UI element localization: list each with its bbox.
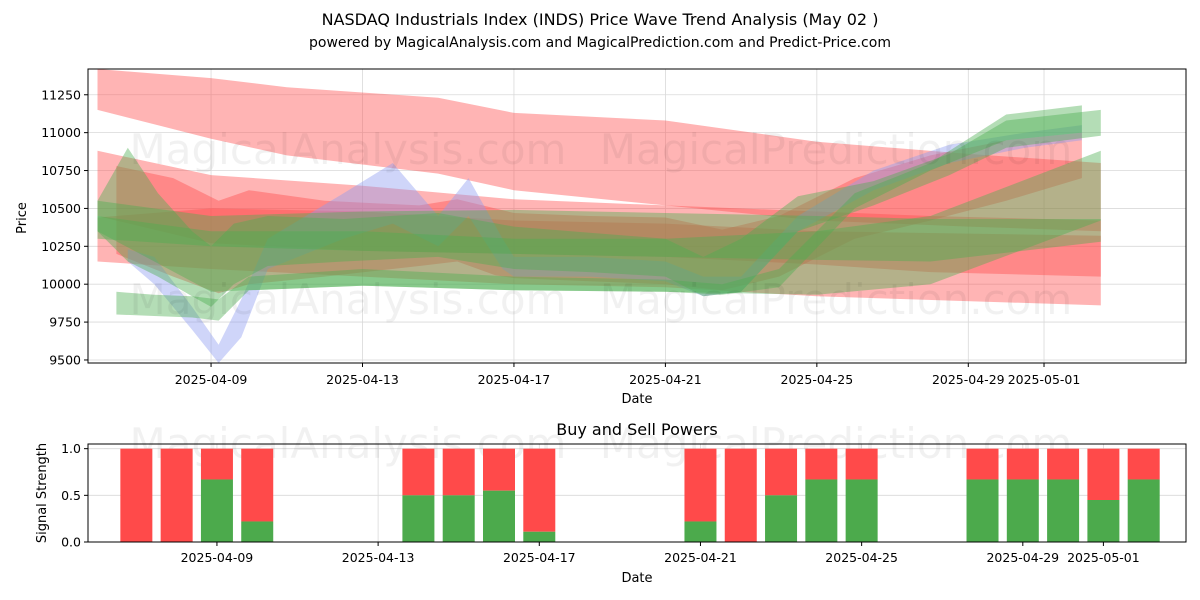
chart-title: NASDAQ Industrials Index (INDS) Price Wa… [322,10,879,29]
buy-power-bar [1047,479,1080,542]
sell-power-bar [200,448,233,480]
price-wave-band-5 [127,125,1082,363]
price-y-tick-label: 10250 [41,239,81,254]
price-y-tick-label: 11000 [41,125,81,140]
price-x-tick-label: 2025-04-17 [478,372,551,387]
watermark-4: MagicalPrediction.com [600,275,1073,324]
sell-power-bar [845,448,878,480]
power-x-tick-label: 2025-04-21 [664,550,737,565]
sell-power-bar [1047,448,1080,480]
price-wave-band-8 [97,200,1101,262]
sell-power-bar [1127,448,1160,480]
buy-power-bar [482,490,515,542]
price-wave-band-9 [116,105,1082,321]
price-wave-band-4 [116,132,1082,294]
buy-power-bar [442,495,475,542]
sell-power-bar [765,448,798,496]
sell-power-bar [966,448,999,480]
price-wave-band-3 [97,208,1101,306]
power-x-tick-label: 2025-05-01 [1067,550,1140,565]
price-x-tick-label: 2025-05-01 [1008,372,1081,387]
power-plot: Buy and Sell Powers MagicalAnalysis.com … [35,419,1187,586]
buy-power-bar [1127,479,1160,542]
buy-power-bar [402,495,435,542]
price-x-tick-label: 2025-04-21 [629,372,702,387]
watermark-1: MagicalAnalysis.com [130,125,567,174]
power-x-tick-label: 2025-04-29 [986,550,1059,565]
power-title: Buy and Sell Powers [556,420,718,439]
sell-power-bar [684,448,717,522]
buy-power-bar [241,521,274,542]
power-x-tick-label: 2025-04-13 [342,550,415,565]
sell-power-bar [1006,448,1039,480]
price-x-tick-label: 2025-04-25 [781,372,854,387]
price-plot: MagicalAnalysis.com MagicalPrediction.co… [15,68,1187,407]
sell-power-bar [241,448,274,522]
price-x-tick-label: 2025-04-29 [932,372,1005,387]
power-x-tick-label: 2025-04-09 [181,550,254,565]
buy-power-bar [523,531,556,542]
chart-subtitle: powered by MagicalAnalysis.com and Magic… [309,35,891,51]
power-plot-frame [87,443,1187,543]
buy-power-bar [805,479,838,542]
price-x-tick-label: 2025-04-13 [326,372,399,387]
price-y-tick-label: 9500 [49,352,81,367]
sell-power-bar [160,448,193,542]
buy-power-bar [765,495,798,542]
watermark-2: MagicalPrediction.com [600,125,1073,174]
power-x-tick-label: 2025-04-17 [503,550,576,565]
sell-power-bar [442,448,475,496]
price-x-tick-label: 2025-04-09 [175,372,248,387]
sell-power-bar [724,448,757,542]
price-wave-band-7 [97,150,1101,295]
price-wave-band-1 [97,69,1101,232]
watermark-3: MagicalAnalysis.com [130,275,567,324]
power-y-tick-label: 0.0 [61,535,81,550]
sell-power-bar [402,448,435,496]
sell-power-bar [523,448,556,532]
power-y-label: Signal Strength [35,443,50,543]
price-y-tick-label: 10000 [41,277,81,292]
power-y-tick-label: 1.0 [61,441,81,456]
power-x-tick-label: 2025-04-25 [825,550,898,565]
buy-power-bar [966,479,999,542]
buy-power-bar [845,479,878,542]
buy-power-bar [1006,479,1039,542]
buy-power-bar [684,521,717,542]
price-y-tick-label: 10750 [41,163,81,178]
buy-power-bar [200,479,233,542]
price-wave-band-2 [97,150,1101,277]
sell-power-bar [482,448,515,491]
price-y-tick-label: 10500 [41,201,81,216]
sell-power-bar [805,448,838,480]
price-wave-band-6 [97,109,1101,307]
price-y-label: Price [15,202,30,234]
power-y-tick-label: 0.5 [61,488,81,503]
buy-power-bar [1087,500,1120,542]
price-plot-frame [87,68,1187,364]
sell-power-bar [1087,448,1120,500]
power-x-label: Date [621,571,652,586]
price-y-tick-label: 11250 [41,87,81,102]
price-x-label: Date [621,392,652,407]
price-y-tick-label: 9750 [49,315,81,330]
sell-power-bar [120,448,153,542]
